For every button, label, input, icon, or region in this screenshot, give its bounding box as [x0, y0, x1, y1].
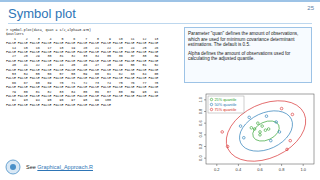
- point: [280, 107, 283, 110]
- x-tick-label: 0.2: [214, 167, 220, 172]
- code-row: FALSE FALSE FALSE FALSE FALSE FALSE FALS…: [6, 85, 158, 89]
- point: [291, 113, 294, 116]
- code-row: FALSE FALSE FALSE FALSE FALSE FALSE FALS…: [6, 41, 158, 45]
- y-tick-label: 0.6: [198, 120, 203, 126]
- code-row: 40 41 42 43 44 45 46 47 48 49 50 51 52: [6, 63, 158, 67]
- point: [289, 139, 292, 142]
- footer-prefix: See: [26, 164, 36, 170]
- x-tick-label: 0.6: [257, 167, 263, 172]
- logo: [4, 158, 22, 176]
- legend: 25% quantile50% quantile75% quantile: [208, 96, 244, 113]
- point: [248, 116, 251, 119]
- title: Symbol plot: [8, 6, 76, 21]
- code-row: 66 67 68 69 70 71 72 73 74 75 76 77 78: [6, 81, 158, 85]
- code-row: FALSE FALSE FALSE FALSE FALSE FALSE FALS…: [6, 103, 111, 107]
- point: [275, 121, 278, 124]
- point: [257, 122, 260, 125]
- y-tick-label: 1.0: [198, 96, 203, 102]
- point: [265, 115, 268, 118]
- point: [259, 134, 262, 137]
- code-row: FALSE FALSE FALSE FALSE FALSE FALSE FALS…: [6, 50, 158, 54]
- y-tick: [204, 111, 206, 112]
- notes-box: Parameter "quan" defines the amount of o…: [184, 27, 312, 83]
- y-tick: [204, 158, 206, 159]
- code-row: 92 93 94 95 96 97 98 99 100: [6, 98, 111, 102]
- code-command: > symbol.plot(data, quan = 1/2,alpha=0.9…: [6, 28, 91, 32]
- footer: See Graphical_Approach.R: [26, 164, 93, 170]
- code-row: 14 15 16 17 18 19 20 21 22 23 24 25 26: [6, 46, 158, 50]
- note: Alpha defines the amount of observations…: [188, 51, 308, 62]
- top-strip: [0, 0, 320, 2]
- y-tick: [204, 99, 206, 100]
- slide: {"header": {"title": "Symbol plot", "pag…: [0, 0, 320, 180]
- legend-swatch: [210, 98, 212, 100]
- legend-label: 25% quantile: [215, 98, 237, 102]
- x-tick-label: 0.8: [279, 167, 285, 172]
- y-tick-label: 0.8: [198, 108, 203, 114]
- point: [221, 131, 224, 134]
- point: [264, 129, 267, 132]
- point: [286, 148, 289, 151]
- legend-swatch: [210, 108, 212, 110]
- y-tick: [204, 146, 206, 147]
- y-tick-label: 0.2: [198, 143, 203, 149]
- code-row: 27 28 29 30 31 32 33 34 35 36 37 38 39: [6, 54, 158, 58]
- quantile-ellipse: [250, 117, 283, 145]
- x-tick-label: 1.0: [300, 167, 306, 172]
- y-tick: [204, 134, 206, 135]
- code-row: 53 54 55 56 57 58 59 60 61 62 63 64 65: [6, 72, 158, 76]
- legend-swatch: [210, 103, 212, 105]
- point: [261, 125, 264, 128]
- code-row: FALSE FALSE FALSE FALSE FALSE FALSE FALS…: [6, 68, 158, 72]
- legend-box: [208, 96, 244, 113]
- y-tick: [204, 123, 206, 124]
- x-tick-label: 0.4: [236, 167, 242, 172]
- code-block: > symbol.plot(data, quan = 1/2,alpha=0.9…: [6, 28, 176, 114]
- note: Parameter "quan" defines the amount of o…: [188, 31, 308, 48]
- point: [243, 136, 246, 139]
- legend-label: 75% quantile: [215, 108, 237, 112]
- code-output-label: $outliers: [6, 32, 24, 36]
- y-tick-label: 0.0: [198, 155, 203, 161]
- y-tick-label: 0.4: [198, 131, 203, 137]
- point: [278, 131, 281, 134]
- logo-dot: [10, 164, 16, 170]
- title-rule: [8, 23, 312, 24]
- point: [250, 127, 253, 130]
- footer-link[interactable]: Graphical_Approach.R: [37, 164, 93, 170]
- point: [270, 139, 273, 142]
- code-row: FALSE FALSE FALSE FALSE FALSE FALSE FALS…: [6, 94, 158, 98]
- logo-circle: [6, 160, 20, 174]
- code-row: 79 80 81 82 83 84 85 86 87 88 89 90 91: [6, 90, 158, 94]
- chart: 0.2 0.4 0.6 0.8 1.0 0.0 0.2 0.4 0.6 0.8 1.0 25% qua…: [188, 90, 318, 178]
- point: [259, 131, 262, 134]
- point: [239, 125, 242, 128]
- point: [253, 128, 256, 131]
- code-row: 1 2 3 4 5 6 7 8 9 10 11 12 13: [6, 37, 158, 41]
- point: [267, 128, 270, 131]
- legend-label: 50% quantile: [215, 103, 237, 107]
- point: [226, 145, 229, 148]
- code-row: FALSE FALSE FALSE FALSE FALSE FALSE FALS…: [6, 59, 158, 63]
- page-number: 25: [296, 5, 314, 11]
- code-row: FALSE FALSE FALSE FALSE FALSE FALSE FALS…: [6, 76, 158, 80]
